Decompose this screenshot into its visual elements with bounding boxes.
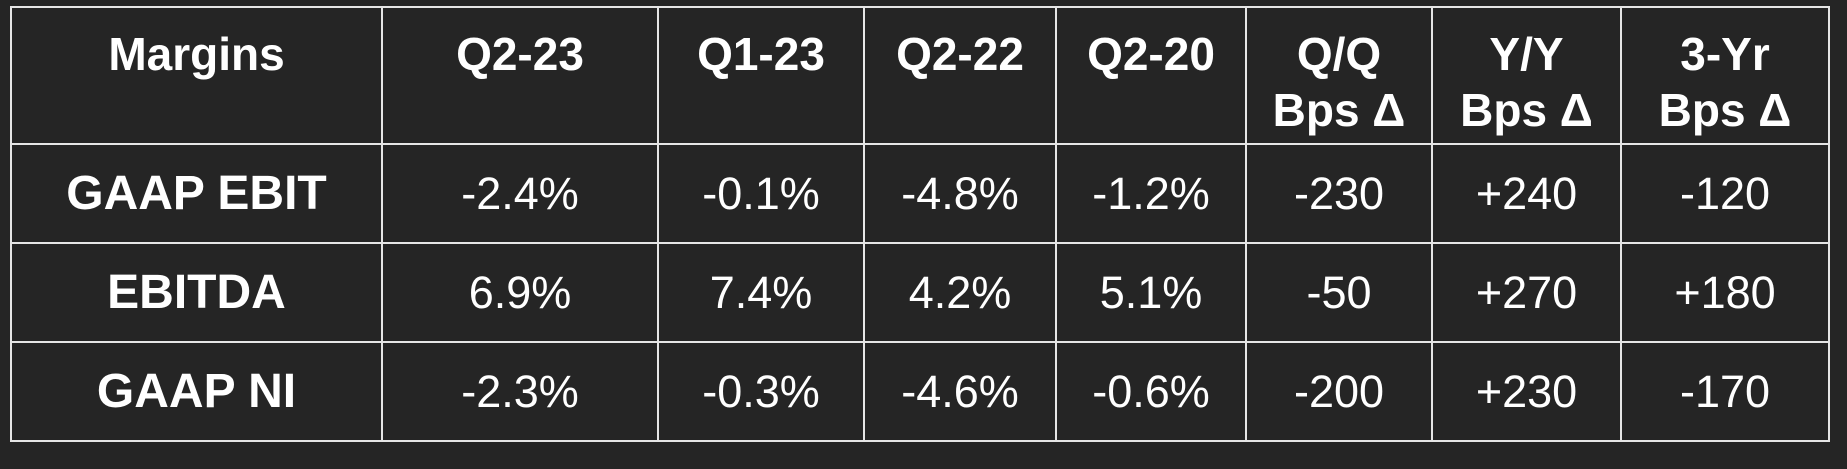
cell-value: +180 [1620,242,1830,343]
header-row: Margins Q2-23 Q1-23 Q2-22 Q2-20 Q/Q Bps … [10,6,1830,145]
table-row: GAAP EBIT -2.4% -0.1% -4.8% -1.2% -230 +… [10,143,1830,244]
table-header: Margins Q2-23 Q1-23 Q2-22 Q2-20 Q/Q Bps … [10,6,1830,145]
cell-value: -50 [1245,242,1433,343]
cell-value: 6.9% [381,242,659,343]
header-margins: Margins [10,6,383,145]
cell-value: -2.3% [381,341,659,442]
header-text: Q/Q [1296,28,1382,80]
cell-value: -4.6% [863,341,1057,442]
margins-table: Margins Q2-23 Q1-23 Q2-22 Q2-20 Q/Q Bps … [10,6,1830,442]
table-row: GAAP NI -2.3% -0.3% -4.6% -0.6% -200 +23… [10,341,1830,442]
row-label: EBITDA [10,242,383,343]
cell-value: -4.8% [863,143,1057,244]
cell-value: -170 [1620,341,1830,442]
cell-value: -2.4% [381,143,659,244]
header-q2-20: Q2-20 [1055,6,1247,145]
header-q2-23: Q2-23 [381,6,659,145]
header-q1-23: Q1-23 [657,6,865,145]
header-text: Q2-23 [456,28,584,80]
cell-value: -0.3% [657,341,865,442]
cell-value: -200 [1245,341,1433,442]
cell-value: 5.1% [1055,242,1247,343]
cell-value: 7.4% [657,242,865,343]
row-label: GAAP EBIT [10,143,383,244]
header-text: 3-Yr [1680,28,1770,80]
cell-value: +270 [1431,242,1622,343]
row-label: GAAP NI [10,341,383,442]
cell-value: -0.6% [1055,341,1247,442]
header-text: Margins [108,28,285,80]
header-subtext: Bps Δ [1658,84,1792,136]
cell-value: -1.2% [1055,143,1247,244]
header-text: Q1-23 [697,28,825,80]
cell-value: -230 [1245,143,1433,244]
table-container: Margins Q2-23 Q1-23 Q2-22 Q2-20 Q/Q Bps … [10,6,1830,442]
cell-value: +240 [1431,143,1622,244]
header-qq-bps-delta: Q/Q Bps Δ [1245,6,1433,145]
cell-value: -0.1% [657,143,865,244]
header-q2-22: Q2-22 [863,6,1057,145]
header-3yr-bps-delta: 3-Yr Bps Δ [1620,6,1830,145]
header-subtext: Bps Δ [1460,84,1593,136]
cell-value: 4.2% [863,242,1057,343]
table-row: EBITDA 6.9% 7.4% 4.2% 5.1% -50 +270 +180 [10,242,1830,343]
header-text: Q2-20 [1087,28,1215,80]
header-text: Q2-22 [896,28,1024,80]
header-text: Y/Y [1489,28,1564,80]
header-subtext: Bps Δ [1272,84,1406,136]
cell-value: -120 [1620,143,1830,244]
header-yy-bps-delta: Y/Y Bps Δ [1431,6,1622,145]
table-body: GAAP EBIT -2.4% -0.1% -4.8% -1.2% -230 +… [10,143,1830,442]
cell-value: +230 [1431,341,1622,442]
